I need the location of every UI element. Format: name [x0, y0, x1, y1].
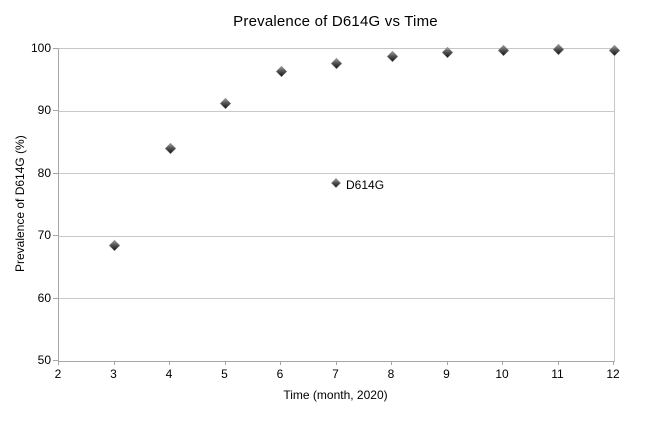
y-axis-title: Prevalence of D614G (%) [13, 135, 27, 273]
x-tick-mark-9 [446, 361, 448, 365]
x-tick-label-9: 9 [443, 367, 450, 381]
data-point-diamond [553, 44, 564, 54]
x-tick-label-3: 3 [110, 367, 117, 381]
gridline-y-70 [59, 235, 614, 237]
plot-area: D614G [58, 44, 619, 362]
gridline-y-90 [59, 110, 614, 112]
chart-title: Prevalence of D614G vs Time [233, 13, 438, 30]
x-tick-mark-2 [58, 361, 59, 365]
legend-diamond-marker-icon [331, 178, 341, 188]
data-point-diamond [276, 66, 286, 77]
y-tick-label-100: 100 [30, 41, 51, 55]
y-tick-mark-100 [53, 48, 58, 49]
data-point-diamond [165, 143, 175, 154]
x-tick-mark-7 [335, 361, 337, 365]
x-tick-mark-3 [113, 361, 115, 365]
data-point-diamond [220, 98, 231, 109]
y-tick-label-60: 60 [37, 290, 51, 305]
x-tick-label-4: 4 [165, 367, 173, 381]
y-tick-label-50: 50 [37, 353, 51, 367]
data-point-diamond [442, 47, 453, 58]
data-point-diamond [609, 45, 619, 56]
x-tick-mark-8 [391, 361, 392, 365]
x-tick-label-5: 5 [221, 367, 228, 381]
x-tick-label-8: 8 [387, 367, 395, 381]
y-tick-label-80: 80 [37, 165, 51, 180]
data-point-diamond [331, 58, 342, 69]
gridline-y-80 [59, 173, 614, 175]
x-tick-mark-4 [169, 361, 170, 365]
x-tick-mark-10 [502, 361, 503, 365]
y-tick-mark-80 [53, 172, 58, 174]
data-point-diamond [498, 45, 508, 56]
y-tick-label-90: 90 [37, 103, 51, 118]
x-tick-mark-11 [557, 361, 559, 365]
x-tick-mark-5 [224, 361, 226, 365]
x-tick-mark-6 [280, 361, 281, 365]
x-tick-mark-12 [613, 361, 614, 365]
y-tick-label-70: 70 [37, 228, 51, 243]
y-tick-mark-90 [53, 110, 58, 112]
y-tick-mark-50 [53, 360, 58, 361]
y-tick-mark-70 [53, 235, 58, 237]
x-tick-label-6: 6 [276, 367, 284, 381]
x-tick-label-2: 2 [54, 367, 62, 381]
x-tick-label-12: 12 [606, 367, 620, 381]
x-tick-label-10: 10 [495, 367, 509, 381]
data-point-diamond [109, 240, 120, 251]
legend-label: D614G [346, 178, 385, 192]
x-tick-label-11: 11 [551, 367, 564, 381]
gridline-y-60 [59, 298, 614, 300]
x-tick-label-7: 7 [332, 367, 339, 381]
x-axis-title: Time (month, 2020) [283, 388, 388, 402]
data-point-diamond [387, 51, 397, 62]
y-tick-mark-60 [53, 297, 58, 299]
